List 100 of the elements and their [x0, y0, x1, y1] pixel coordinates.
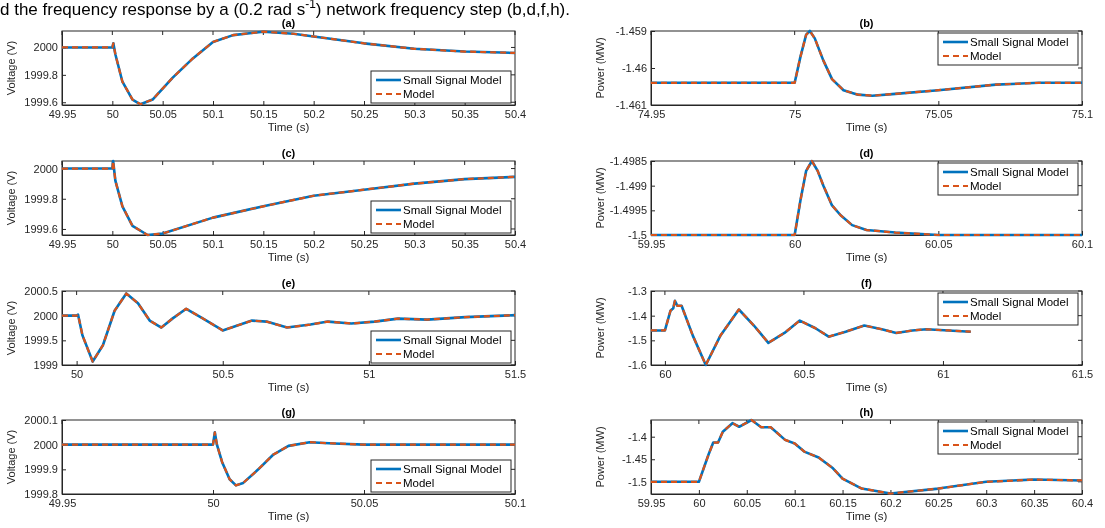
x-tick-label: 50 — [106, 237, 119, 250]
text: d the frequency response by a (0.2 rad s$^{-1}$) network frequency step (b,d,f,h). — [0, 0, 570, 19]
x-tick-label: 60.4 — [1071, 496, 1094, 509]
y-tick-label: 2000 — [33, 162, 58, 175]
x-axis-title: Time (s) — [267, 251, 310, 263]
x-tick-label: 60.5 — [793, 367, 816, 380]
x-tick-label: 59.95 — [637, 496, 666, 509]
chart-title: (h) — [859, 406, 874, 418]
y-tick-label: -1.5 — [628, 229, 647, 242]
legend-label: Small Signal Model — [970, 36, 1069, 48]
chart-title: (b) — [859, 17, 874, 29]
y-tick-label: -1.499 — [615, 179, 647, 192]
x-tick-label: 60.1 — [784, 496, 806, 509]
y-tick-label: 1999 — [33, 359, 58, 372]
y-axis-title: Power (MW) — [594, 37, 606, 99]
y-tick-label: 1999.9 — [24, 463, 58, 476]
y-tick-label: -1.4985 — [609, 155, 647, 168]
x-axis-title: Time (s) — [845, 121, 888, 133]
legend-label: Model — [970, 439, 1002, 451]
legend-label: Model — [403, 88, 435, 100]
x-tick-label: 50.35 — [451, 107, 479, 120]
y-axis-title: Voltage (V) — [5, 170, 17, 226]
x-tick-label: 50.4 — [504, 107, 527, 120]
legend-label: Model — [403, 348, 435, 360]
legend-label: Model — [970, 180, 1002, 192]
y-tick-label: 2000 — [33, 41, 58, 54]
x-tick-label: 75.05 — [925, 107, 953, 120]
chart-title: (e) — [281, 277, 296, 289]
y-tick-label: 2000 — [33, 438, 58, 451]
y-axis-title: Power (MW) — [594, 297, 606, 359]
x-tick-label: 50.2 — [303, 237, 325, 250]
x-tick-label: 60.25 — [925, 496, 953, 509]
legend-label: Model — [403, 218, 435, 230]
x-tick-label: 75.1 — [1071, 107, 1094, 120]
legend-label: Small Signal Model — [403, 463, 502, 475]
x-tick-label: 50.15 — [250, 237, 278, 250]
x-tick-label: 61.5 — [1071, 367, 1094, 380]
x-tick-label: 49.95 — [48, 237, 77, 250]
legend-label: Small Signal Model — [970, 425, 1069, 437]
legend-label: Model — [970, 50, 1002, 62]
y-tick-label: -1.4995 — [609, 204, 647, 217]
y-axis-title: Power (MW) — [594, 167, 606, 229]
chart-title: (g) — [281, 406, 296, 418]
chart-title: (c) — [281, 147, 296, 159]
y-tick-label: 1999.6 — [24, 222, 58, 235]
legend-label: Small Signal Model — [403, 204, 502, 216]
x-tick-label: 75 — [789, 107, 802, 120]
x-tick-label: 50.1 — [202, 237, 225, 250]
x-axis-title: Time (s) — [845, 251, 888, 263]
x-axis-title: Time (s) — [845, 510, 888, 522]
x-tick-label: 50 — [70, 367, 84, 380]
legend-label: Small Signal Model — [403, 334, 502, 346]
x-tick-label: 50.3 — [404, 237, 426, 250]
y-tick-label: 2000.5 — [24, 285, 58, 298]
x-tick-label: 50.2 — [303, 107, 325, 120]
y-tick-label: -1.4 — [628, 430, 647, 443]
y-tick-label: 1999.8 — [24, 192, 58, 205]
x-tick-label: 50 — [207, 496, 220, 509]
y-axis-title: Voltage (V) — [5, 40, 17, 96]
y-tick-label: -1.46 — [621, 62, 647, 75]
x-tick-label: 60.35 — [1020, 496, 1049, 509]
x-axis-title: Time (s) — [267, 121, 310, 133]
x-tick-label: 60 — [693, 496, 706, 509]
x-tick-label: 60 — [789, 237, 802, 250]
x-tick-label: 50 — [106, 107, 119, 120]
x-tick-label: 50.35 — [451, 237, 479, 250]
legend-label: Model — [403, 477, 435, 489]
x-tick-label: 50.05 — [149, 107, 177, 120]
x-tick-label: 50.25 — [350, 107, 379, 120]
y-tick-label: 1999.8 — [24, 68, 58, 81]
y-axis-title: Voltage (V) — [5, 300, 17, 356]
chart-title: (d) — [859, 147, 874, 159]
x-tick-label: 51.5 — [504, 367, 527, 380]
x-tick-label: 50.05 — [350, 496, 379, 509]
x-axis-title: Time (s) — [845, 381, 888, 393]
y-tick-label: -1.3 — [628, 285, 647, 298]
x-tick-label: 60 — [659, 367, 672, 380]
x-tick-label: 60.2 — [880, 496, 902, 509]
x-tick-label: 61 — [937, 367, 950, 380]
y-tick-label: 1999.5 — [24, 334, 58, 347]
x-tick-label: 60.3 — [976, 496, 998, 509]
y-tick-label: -1.5 — [628, 334, 647, 347]
x-tick-label: 60.05 — [733, 496, 762, 509]
x-tick-label: 60.15 — [829, 496, 857, 509]
y-tick-label: -1.5 — [628, 475, 647, 488]
x-tick-label: 51 — [363, 367, 376, 380]
legend-label: Small Signal Model — [970, 296, 1069, 308]
x-axis-title: Time (s) — [267, 510, 310, 522]
chart-title: (f) — [861, 277, 873, 289]
chart-title: (a) — [281, 17, 296, 29]
x-tick-label: 60.1 — [1071, 237, 1094, 250]
y-tick-label: -1.4 — [628, 309, 647, 322]
x-tick-label: 50.4 — [504, 237, 527, 250]
y-tick-label: 2000 — [33, 309, 58, 322]
legend-label: Small Signal Model — [403, 74, 502, 86]
legend-label: Small Signal Model — [970, 166, 1069, 178]
y-tick-label: -1.461 — [615, 99, 647, 112]
y-axis-title: Power (MW) — [594, 426, 606, 488]
x-tick-label: 50.1 — [202, 107, 225, 120]
y-tick-label: 1999.8 — [24, 488, 58, 501]
